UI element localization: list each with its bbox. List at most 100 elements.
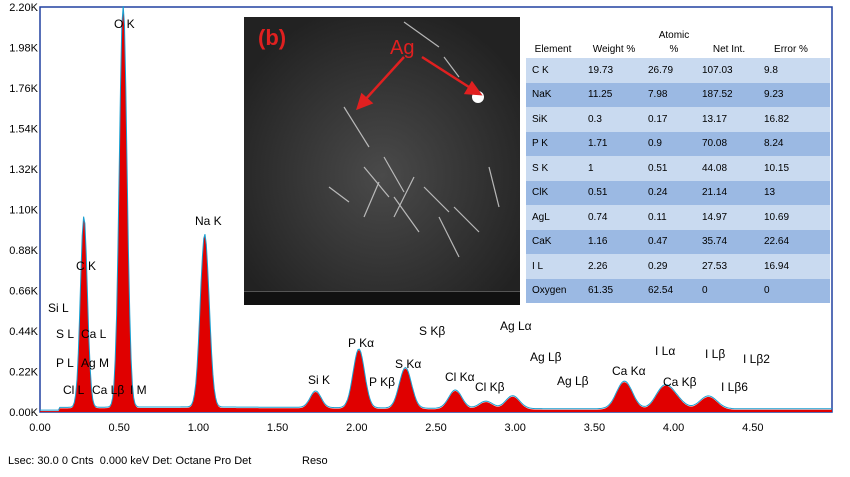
table-row: P K 1.71 0.9 70.08 8.24 [526, 131, 830, 156]
header-atomic-top: Atomic [658, 30, 690, 41]
peak-labels: Si L S L Ca L P L Ag M Cl L Ca Lβ I M C … [48, 17, 770, 397]
peak-label-ag-m: Ag M [81, 356, 109, 370]
x-tick-label: 4.00 [663, 422, 684, 434]
peak-label-i-lb6: I Lβ6 [721, 380, 748, 394]
y-tick-label: 0.44K [9, 326, 38, 338]
peak-label-si-k: Si K [308, 373, 330, 387]
peak-label-o-k: O K [114, 17, 135, 31]
table-cell-error: 13 [764, 187, 776, 199]
table-cell-net: 70.08 [702, 138, 728, 150]
table-cell-net: 14.97 [702, 211, 728, 223]
table-header: Element Weight % Atomic % Net Int. Error… [526, 30, 830, 58]
table-cell-element: SiK [532, 113, 548, 125]
table-cell-weight: 0.74 [588, 211, 608, 223]
table-cell-weight: 19.73 [588, 64, 614, 76]
peak-label-i-lb: I Lβ [705, 347, 725, 361]
table-cell-element: Oxygen [532, 285, 567, 297]
header-weight: Weight % [592, 44, 636, 55]
table-cell-error: 9.8 [764, 64, 778, 76]
table-row: S K 1 0.51 44.08 10.15 [526, 156, 830, 181]
crystal-needles [328, 21, 500, 258]
table-cell-atomic: 0.11 [648, 211, 667, 223]
peak-label-s-kb: S Kβ [419, 324, 445, 338]
peak-label-s-l: S L [56, 327, 74, 341]
table-cell-atomic: 0.17 [648, 113, 668, 125]
table-cell-element: C K [532, 64, 549, 76]
panel-label: (b) [258, 25, 287, 50]
sem-info-bar [244, 291, 520, 305]
table-cell-net: 27.53 [702, 260, 728, 272]
table-cell-error: 9.23 [764, 89, 784, 101]
table-cell-weight: 1 [588, 162, 594, 174]
peak-label-si-l: Si L [48, 301, 69, 315]
table-cell-net: 13.17 [702, 113, 728, 125]
y-tick-label: 0.88K [9, 245, 38, 257]
table-cell-element: P K [532, 138, 548, 150]
x-tick-label: 3.50 [584, 422, 605, 434]
peak-label-p-ka: P Kα [348, 336, 374, 350]
table-cell-element: S K [532, 162, 549, 174]
peak-label-ag-lb-2: Ag Lβ [557, 374, 589, 388]
header-atomic-bottom: % [669, 44, 679, 55]
peak-label-c-k: C K [76, 259, 96, 273]
peak-label-ca-kb: Ca Kβ [663, 375, 697, 389]
table-cell-weight: 0.51 [588, 187, 608, 199]
table-cell-atomic: 0.47 [648, 236, 668, 248]
peak-label-cl-l: Cl L [63, 383, 85, 397]
table-cell-error: 16.94 [764, 260, 790, 272]
ag-arrows [356, 55, 483, 111]
y-tick-label: 0.00K [9, 407, 38, 419]
y-tick-label: 1.98K [9, 43, 38, 55]
table-cell-weight: 2.26 [588, 260, 608, 272]
ag-arrow-label: Ag [390, 37, 415, 59]
peak-label-p-kb: P Kβ [369, 375, 395, 389]
sem-texture [244, 17, 520, 305]
peak-label-cl-ka: Cl Kα [445, 370, 475, 384]
table-cell-error: 0 [764, 285, 770, 297]
x-axis-ticks: 0.00 0.50 1.00 1.50 2.00 2.50 3.00 3.50 4.00 4.50 [29, 422, 763, 434]
table-cell-net: 107.03 [702, 64, 733, 76]
table-cell-atomic: 0.9 [648, 138, 662, 150]
table-cell-net: 0 [702, 285, 708, 297]
table-cell-element: CaK [532, 236, 552, 248]
y-tick-label: 1.76K [9, 83, 38, 95]
table-cell-net: 44.08 [702, 162, 728, 174]
table-row: AgL 0.74 0.11 14.97 10.69 [526, 205, 830, 230]
x-tick-label: 4.50 [742, 422, 763, 434]
table-cell-weight: 1.71 [588, 138, 608, 150]
table-cell-net: 21.14 [702, 187, 728, 199]
y-tick-label: 1.32K [9, 164, 38, 176]
peak-label-i-la: I Lα [655, 344, 675, 358]
table-cell-error: 10.69 [764, 211, 790, 223]
x-tick-label: 0.50 [108, 422, 129, 434]
x-tick-label: 3.00 [504, 422, 525, 434]
table-cell-weight: 61.35 [588, 285, 614, 297]
table-cell-error: 8.24 [764, 138, 784, 150]
table-cell-weight: 11.25 [588, 89, 613, 101]
table-cell-element: I L [532, 260, 544, 272]
y-tick-label: 0.22K [9, 367, 38, 379]
peak-label-i-m: I M [130, 383, 147, 397]
table-row: NaK 11.25 7.98 187.52 9.23 [526, 82, 830, 107]
table-row: SiK 0.3 0.17 13.17 16.82 [526, 107, 830, 132]
x-tick-label: 1.50 [267, 422, 288, 434]
composition-table: Element Weight % Atomic % Net Int. Error… [526, 30, 830, 303]
y-axis-ticks: 0.00K 0.22K 0.44K 0.66K 0.88K 1.10K 1.32K 1.54K… [9, 2, 38, 419]
table-cell-element: NaK [532, 89, 552, 101]
spectrum [40, 5, 832, 412]
table-cell-weight: 1.16 [588, 236, 608, 248]
y-tick-label: 0.66K [9, 286, 38, 298]
header-element: Element [534, 44, 572, 55]
table-cell-element: AgL [532, 211, 550, 223]
table-cell-error: 16.82 [764, 113, 790, 125]
peak-label-ca-ka: Ca Kα [612, 364, 646, 378]
peak-label-i-lb2: I Lβ2 [743, 352, 770, 366]
table-row: I L 2.26 0.29 27.53 16.94 [526, 254, 830, 279]
table-body: C K 19.73 26.79 107.03 9.8 NaK 11.25 7.98 187.52… [526, 58, 830, 303]
peak-label-ag-la: Ag Lα [500, 319, 532, 333]
peak-label-cl-kb: Cl Kβ [475, 380, 505, 394]
x-tick-label: 2.50 [425, 422, 446, 434]
spectrum-fill [40, 7, 832, 412]
table-cell-net: 187.52 [702, 89, 733, 101]
peak-label-ca-l: Ca L [81, 327, 107, 341]
